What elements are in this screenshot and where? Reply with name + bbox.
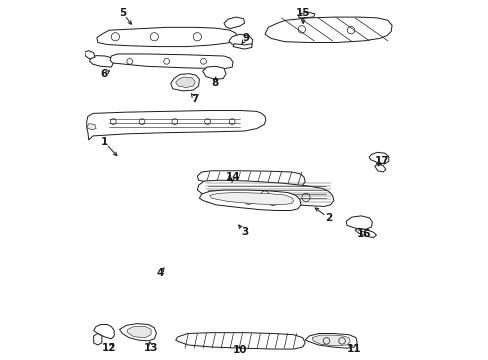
Polygon shape (84, 51, 95, 59)
Polygon shape (209, 193, 293, 205)
Polygon shape (197, 171, 305, 187)
Polygon shape (94, 333, 102, 345)
Text: 13: 13 (144, 343, 159, 353)
Polygon shape (203, 66, 225, 80)
Polygon shape (354, 228, 376, 238)
Text: 12: 12 (102, 343, 116, 353)
Text: 9: 9 (243, 33, 249, 42)
Polygon shape (224, 17, 244, 28)
Polygon shape (97, 27, 236, 46)
Text: 8: 8 (211, 78, 218, 88)
Polygon shape (127, 327, 151, 338)
Polygon shape (175, 333, 305, 349)
Text: 11: 11 (346, 344, 361, 354)
Polygon shape (374, 164, 385, 172)
Polygon shape (86, 111, 265, 140)
Polygon shape (233, 44, 251, 49)
Polygon shape (199, 190, 301, 211)
Polygon shape (305, 333, 356, 348)
Text: 14: 14 (225, 172, 240, 182)
Polygon shape (298, 12, 314, 18)
Text: 3: 3 (241, 227, 247, 237)
Text: 7: 7 (191, 94, 199, 104)
Polygon shape (346, 216, 371, 229)
Text: 4: 4 (157, 268, 164, 278)
Text: 17: 17 (374, 156, 389, 166)
Text: 6: 6 (101, 69, 108, 80)
Polygon shape (110, 54, 233, 69)
Text: 2: 2 (324, 213, 331, 223)
Polygon shape (119, 324, 156, 341)
Polygon shape (197, 180, 333, 206)
Text: 16: 16 (356, 229, 371, 239)
Text: 1: 1 (101, 137, 108, 147)
Polygon shape (94, 324, 114, 339)
Polygon shape (311, 335, 349, 346)
Polygon shape (264, 17, 391, 42)
Polygon shape (175, 77, 195, 87)
Polygon shape (89, 55, 113, 67)
Text: 10: 10 (232, 345, 246, 355)
Polygon shape (368, 152, 388, 164)
Polygon shape (170, 74, 199, 91)
Polygon shape (228, 34, 252, 48)
Text: 15: 15 (295, 8, 310, 18)
Polygon shape (86, 123, 96, 130)
Text: 5: 5 (119, 8, 126, 18)
